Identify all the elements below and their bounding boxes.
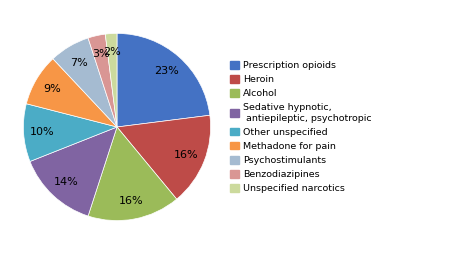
Wedge shape	[53, 38, 117, 127]
Text: 9%: 9%	[44, 84, 61, 94]
Text: 2%: 2%	[104, 47, 121, 57]
Text: 14%: 14%	[54, 177, 78, 187]
Text: 23%: 23%	[154, 66, 179, 76]
Wedge shape	[27, 59, 117, 127]
Wedge shape	[117, 33, 210, 127]
Wedge shape	[88, 127, 177, 221]
Wedge shape	[30, 127, 117, 216]
Text: 16%: 16%	[174, 150, 199, 160]
Text: 16%: 16%	[119, 196, 144, 205]
Legend: Prescription opioids, Heroin, Alcohol, Sedative hypnotic,
 antiepileptic, psycho: Prescription opioids, Heroin, Alcohol, S…	[230, 61, 372, 193]
Wedge shape	[88, 34, 117, 127]
Wedge shape	[105, 33, 117, 127]
Text: 7%: 7%	[70, 58, 88, 68]
Text: 3%: 3%	[92, 49, 109, 59]
Text: 10%: 10%	[30, 127, 54, 137]
Wedge shape	[117, 115, 211, 199]
Wedge shape	[23, 104, 117, 162]
